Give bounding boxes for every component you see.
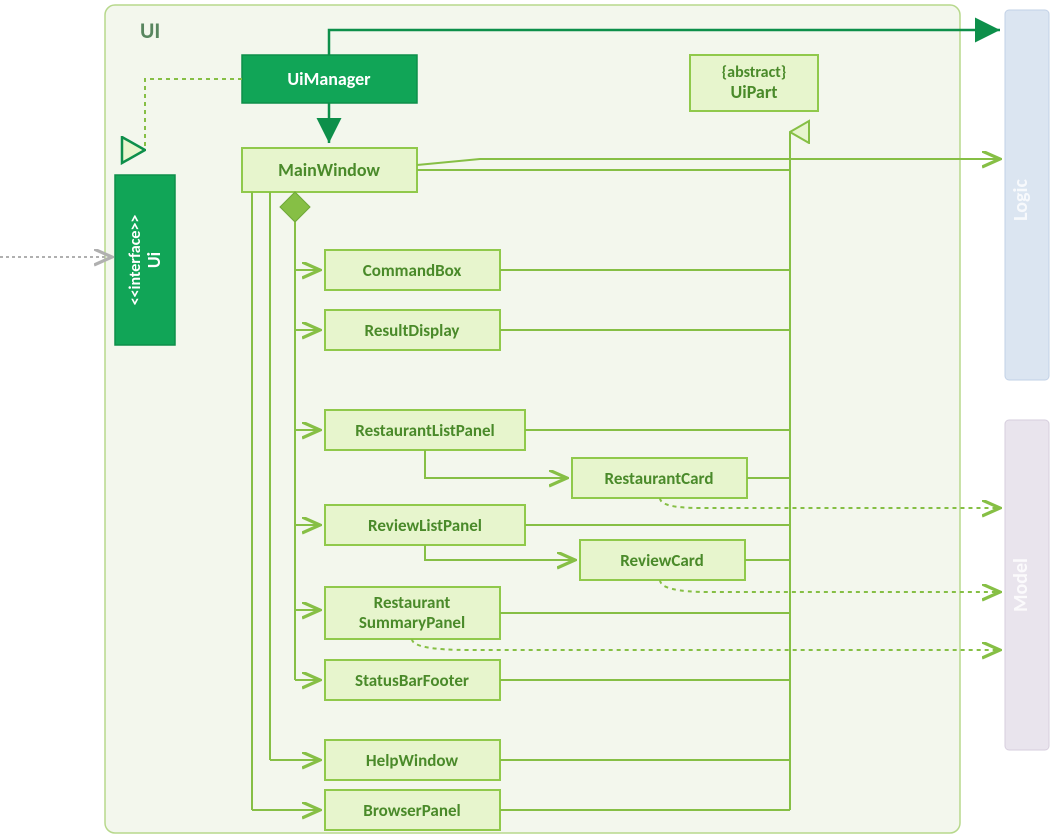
review-card-label: ReviewCard [620, 550, 704, 571]
browser-panel-label: BrowserPanel [363, 800, 460, 821]
restaurant-card-label: RestaurantCard [605, 468, 714, 489]
restaurant-summary-l1: Restaurant [374, 592, 451, 613]
ui-interface-name: Ui [143, 252, 165, 268]
uml-diagram: Logic Model UI <<interface>> Ui UiManage… [0, 0, 1054, 838]
result-display-label: ResultDisplay [365, 320, 460, 341]
model-label: Model [1009, 558, 1033, 612]
help-window-label: HelpWindow [366, 750, 459, 771]
main-window-label: MainWindow [278, 159, 380, 181]
restaurant-list-label: RestaurantListPanel [355, 420, 494, 441]
review-list-label: ReviewListPanel [368, 515, 482, 536]
ui-part-stereotype: {abstract} [722, 63, 787, 82]
command-box-label: CommandBox [363, 260, 462, 281]
logic-label: Logic [1009, 179, 1033, 221]
status-bar-label: StatusBarFooter [355, 670, 469, 691]
ui-container [105, 5, 960, 833]
ui-manager-label: UiManager [287, 68, 371, 90]
ui-title: UI [140, 17, 160, 44]
restaurant-summary-l2: SummaryPanel [359, 612, 465, 633]
ui-part-name: UiPart [731, 81, 778, 103]
